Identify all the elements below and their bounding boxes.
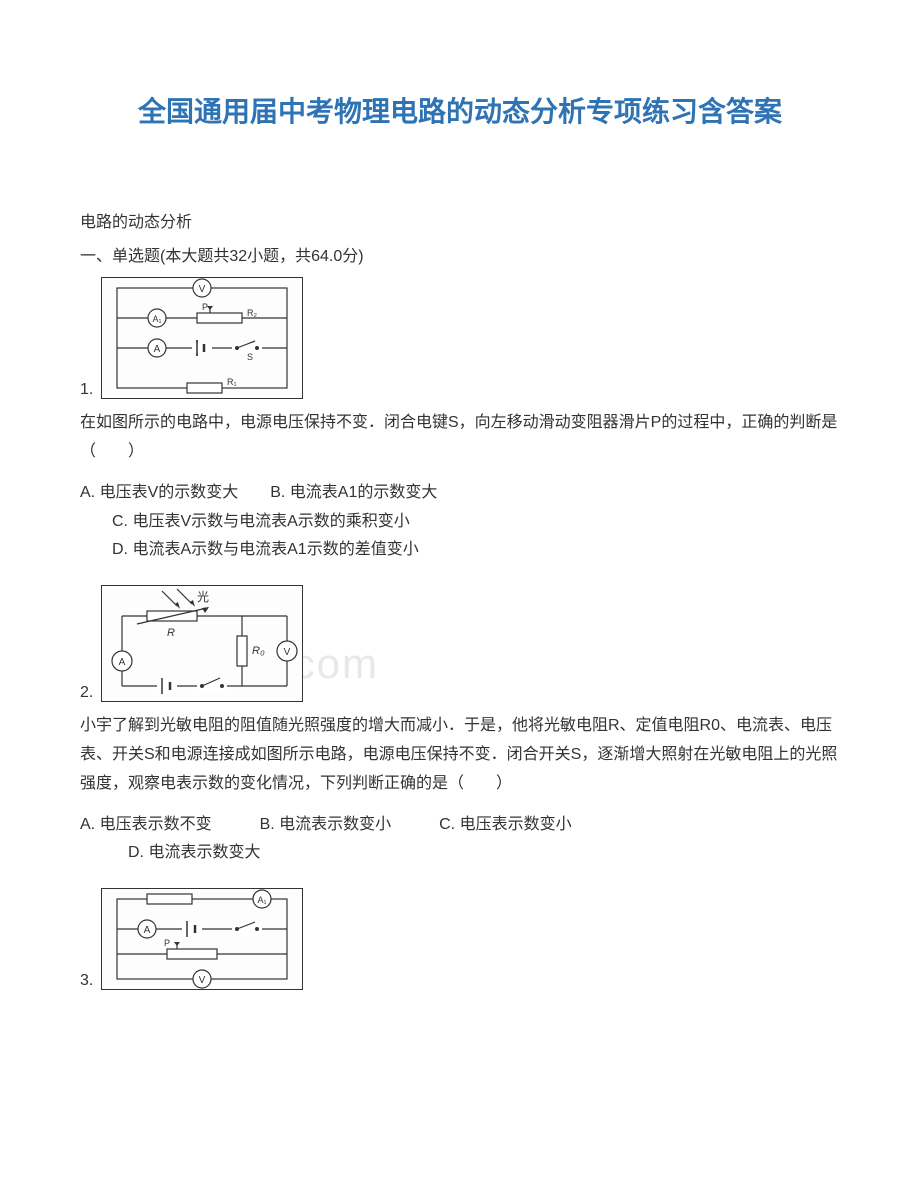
question-2-number: 2. xyxy=(80,684,93,702)
section-subtitle: 一、单选题(本大题共32小题，共64.0分) xyxy=(80,244,840,270)
voltmeter-label: V xyxy=(199,284,206,295)
question-2-text: 小宇了解到光敏电阻的阻值随光照强度的增大而减小．于是，他将光敏电阻R、定值电阻R… xyxy=(80,712,840,798)
slider-p-label-3: P xyxy=(164,938,170,948)
question-2-options: A. 电压表示数不变 B. 电流表示数变小 C. 电压表示数变小 D. 电流表示… xyxy=(80,811,840,869)
question-3: 3. A₁ A xyxy=(80,888,840,990)
question-1-diagram: V A₁ P R₂ A xyxy=(101,277,303,399)
r2-label: R₂ xyxy=(247,308,257,318)
question-2: 2. 光 R xyxy=(80,585,840,868)
question-1-number: 1. xyxy=(80,381,93,399)
r0-label: R₀ xyxy=(252,645,265,657)
ammeter2-label: A xyxy=(154,344,161,355)
r1-label: R₁ xyxy=(227,377,237,387)
question-1-text: 在如图所示的电路中，电源电压保持不变．闭合电键S，向左移动滑动变阻器滑片P的过程… xyxy=(80,409,840,467)
ammeter-label-2: A xyxy=(119,657,126,668)
ammeter-a-label-3: A xyxy=(144,925,151,936)
ammeter-a1-label-3: A₁ xyxy=(258,895,267,905)
page-title: 全国通用届中考物理电路的动态分析专项练习含答案 xyxy=(80,90,840,130)
voltmeter-label-2: V xyxy=(284,647,291,658)
question-1-options: A. 电压表V的示数变大 B. 电流表A1的示数变大 C. 电压表V示数与电流表… xyxy=(80,479,840,565)
question-3-number: 3. xyxy=(80,972,93,990)
light-label: 光 xyxy=(197,590,209,604)
ammeter1-label: A₁ xyxy=(153,314,162,324)
section-title: 电路的动态分析 xyxy=(80,210,840,236)
question-3-diagram: A₁ A P xyxy=(101,888,303,990)
question-2-diagram: 光 R R₀ V A xyxy=(101,585,303,702)
switch-s-label: S xyxy=(247,352,253,362)
question-1: 1. V A₁ P R₂ xyxy=(80,277,840,565)
photoresistor-label: R xyxy=(167,627,175,639)
voltmeter-label-3: V xyxy=(199,975,206,986)
slider-p-label: P xyxy=(202,302,208,312)
